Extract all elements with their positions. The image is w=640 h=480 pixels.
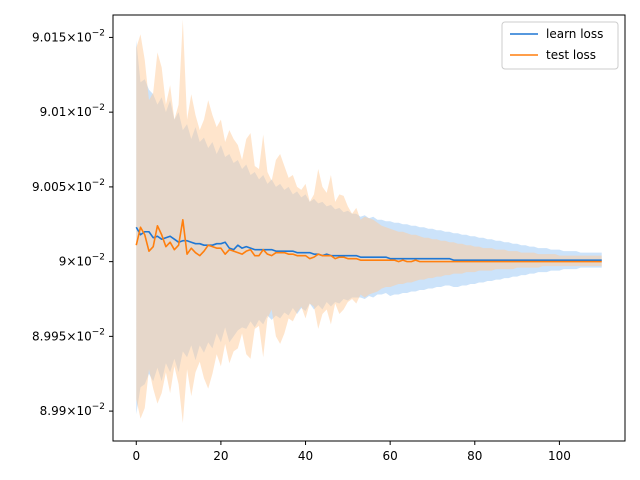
y-tick-label: 9.01×10−2 <box>40 103 105 119</box>
legend: learn loss test loss <box>501 21 619 70</box>
x-tick-label: 100 <box>548 449 571 463</box>
x-tick-label: 80 <box>467 449 482 463</box>
y-tick-label: 8.99×10−2 <box>40 402 105 418</box>
y-tick-label: 9×10−2 <box>59 253 105 269</box>
x-axis: 0 20 40 60 80 100 <box>132 441 571 463</box>
y-tick-label: 9.005×10−2 <box>32 178 105 194</box>
legend-label: learn loss <box>546 27 603 41</box>
series-lines <box>135 218 602 263</box>
x-tick-label: 0 <box>132 449 140 463</box>
x-tick-label: 20 <box>213 449 228 463</box>
x-tick-label: 60 <box>383 449 398 463</box>
test-loss-line <box>135 218 602 263</box>
plot-frame <box>112 14 626 442</box>
y-axis: 8.99×10−2 8.995×10−2 9×10−2 9.005×10−2 9.01×… <box>32 28 113 418</box>
legend-label: test loss <box>546 48 596 62</box>
test-loss-band <box>136 19 602 424</box>
x-tick-label: 40 <box>298 449 313 463</box>
confidence-bands <box>136 19 602 424</box>
y-tick-label: 8.995×10−2 <box>32 327 105 343</box>
y-tick-label: 9.015×10−2 <box>32 28 105 44</box>
learn-loss-line <box>135 226 602 261</box>
